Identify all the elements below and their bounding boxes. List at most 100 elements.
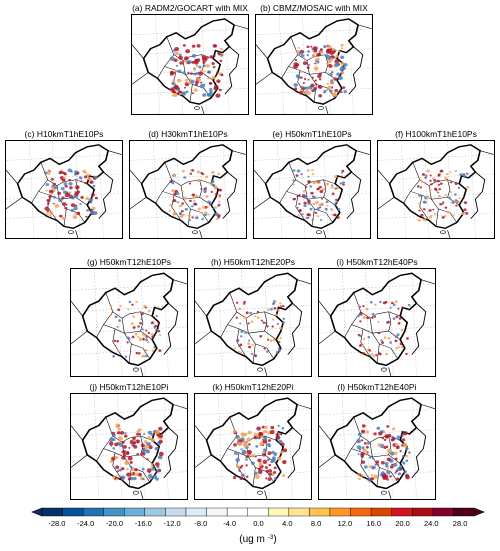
anomaly-dot: [212, 207, 215, 210]
anomaly-dot: [181, 91, 187, 96]
anomaly-dot: [418, 194, 422, 197]
anomaly-dot: [299, 90, 304, 95]
anomaly-dot: [390, 438, 395, 442]
anomaly-dot: [369, 300, 373, 304]
anomaly-dot: [457, 186, 461, 189]
anomaly-dot: [146, 458, 149, 461]
anomaly-dot: [157, 322, 161, 325]
anomaly-dot: [172, 78, 176, 82]
anomaly-dot: [331, 192, 335, 195]
anomaly-dot: [158, 333, 162, 337]
anomaly-dot: [377, 320, 380, 323]
anomaly-dot: [465, 212, 469, 215]
anomaly-dot: [156, 433, 160, 437]
country-outline: [329, 272, 422, 367]
anomaly-dot: [126, 341, 129, 344]
map-svg: [378, 141, 494, 238]
anomaly-dot: [321, 198, 324, 200]
island-outline: [194, 106, 200, 110]
anomaly-dot: [53, 185, 59, 190]
anomaly-dot: [332, 50, 336, 54]
island-outline: [440, 230, 446, 235]
graticule-line: [365, 269, 371, 376]
anomaly-dot: [94, 175, 98, 179]
anomaly-dot: [200, 188, 203, 190]
coastline: [348, 46, 364, 95]
anomaly-dot: [405, 454, 408, 458]
graticule-line: [319, 408, 435, 416]
island-outline: [257, 490, 263, 495]
province-border: [220, 311, 238, 338]
anomaly-dot: [183, 176, 187, 179]
anomaly-dot: [325, 62, 329, 65]
anomaly-dot: [172, 212, 177, 216]
anomaly-dot: [195, 216, 199, 220]
graticule-line: [132, 88, 248, 95]
anomaly-dot: [396, 333, 400, 336]
panel-k: (k) H50kmT12hE20Pi: [194, 382, 312, 500]
anomaly-dot: [303, 204, 307, 208]
anomaly-dot: [128, 300, 132, 304]
province-border: [353, 417, 378, 443]
anomaly-dot: [211, 75, 216, 80]
anomaly-dot: [194, 72, 199, 76]
anomaly-dot: [74, 192, 79, 196]
anomaly-dot: [234, 347, 237, 350]
anomaly-dot: [189, 78, 192, 81]
anomaly-dot: [136, 336, 140, 339]
anomaly-dot: [178, 212, 182, 215]
graticule-line: [319, 283, 435, 291]
province-border: [236, 328, 247, 357]
anomaly-dot: [116, 470, 120, 473]
anomaly-dot: [73, 206, 78, 211]
anomaly-dot: [337, 75, 343, 81]
province-border: [438, 208, 458, 223]
anomaly-dot: [122, 450, 127, 454]
island-outline: [257, 367, 263, 372]
anomaly-dot: [245, 442, 249, 445]
anomaly-dot: [114, 442, 119, 447]
anomaly-dot: [74, 212, 78, 216]
anomaly-dot: [144, 334, 147, 337]
island-outline: [133, 490, 139, 495]
anomaly-dot: [429, 179, 432, 182]
graticule-line: [195, 408, 311, 416]
anomaly-dot: [302, 61, 308, 66]
anomaly-dot: [432, 208, 435, 211]
anomaly-dot: [193, 199, 196, 202]
anomaly-dot: [216, 71, 219, 74]
neighbour-border: [132, 24, 248, 114]
anomaly-dot: [312, 46, 318, 51]
province-border: [40, 162, 65, 186]
anomaly-dot: [394, 339, 398, 343]
anomaly-dot: [179, 61, 184, 65]
anomaly-dot: [192, 68, 196, 71]
anomaly-dot: [209, 202, 212, 205]
anomaly-dot: [238, 469, 241, 472]
anomaly-dot: [174, 51, 179, 56]
anomaly-dot: [68, 178, 72, 182]
anomaly-dot: [302, 190, 306, 193]
anomaly-dot: [340, 62, 345, 66]
anomaly-dot: [269, 429, 275, 435]
colorbar-tick-label: -24.0: [77, 519, 94, 528]
anomaly-dot: [217, 200, 221, 203]
anomaly-dot: [68, 182, 73, 186]
anomaly-dot: [395, 315, 399, 319]
anomaly-dot: [196, 179, 201, 183]
anomaly-dot: [307, 199, 311, 203]
anomaly-dot: [465, 172, 469, 175]
anomaly-dot: [191, 44, 196, 48]
anomaly-dot: [330, 186, 334, 189]
anomaly-dot: [201, 217, 204, 221]
anomaly-dot: [396, 437, 400, 441]
anomaly-dot: [198, 65, 202, 69]
anomaly-dot: [74, 204, 78, 207]
anomaly-dot: [328, 63, 332, 67]
anomaly-dot: [127, 477, 132, 481]
map-svg: [256, 15, 372, 114]
coastline: [222, 171, 238, 219]
country-outline: [266, 18, 359, 105]
anomaly-dot: [202, 64, 206, 68]
anomaly-dot: [301, 194, 306, 198]
